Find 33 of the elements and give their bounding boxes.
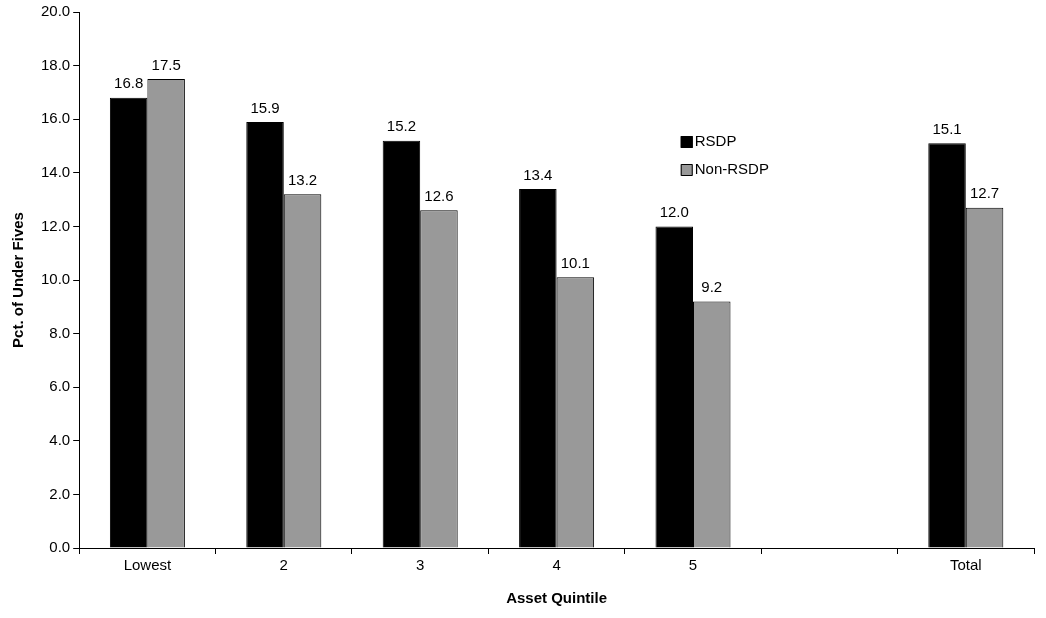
x-tick-label: Total [949, 556, 982, 574]
data-label: 12.0 [659, 203, 689, 221]
data-label: 9.2 [701, 278, 723, 296]
x-tick-label: 4 [552, 556, 561, 574]
data-label: 15.9 [250, 98, 280, 116]
y-tick-label: 6.0 [49, 377, 71, 395]
y-tick-label: 2.0 [49, 484, 71, 502]
y-tick-label: 4.0 [49, 430, 71, 448]
x-axis-title: Asset Quintile [506, 589, 608, 607]
x-tick-label: Lowest [123, 556, 172, 574]
data-label: 12.6 [424, 186, 454, 204]
data-label: 13.2 [287, 170, 318, 188]
y-tick-label: 20.0 [40, 2, 71, 20]
y-tick-label: 16.0 [40, 109, 71, 127]
x-tick-label: 2 [279, 556, 288, 574]
legend-label: Non-RSDP [694, 160, 769, 178]
data-label: 17.5 [151, 55, 181, 73]
legend-label: RSDP [694, 132, 737, 150]
x-tick-label: 5 [688, 556, 698, 574]
data-label: 15.2 [386, 117, 417, 135]
y-tick-label: 12.0 [40, 216, 71, 234]
y-tick-label: 18.0 [40, 55, 71, 73]
x-tick-label: 3 [416, 556, 425, 574]
y-tick-label: 8.0 [49, 323, 71, 341]
data-label: 12.7 [969, 184, 1000, 202]
y-tick-label: 10.0 [40, 270, 71, 288]
data-label: 15.1 [932, 119, 962, 137]
y-axis-title: Pct. of Under Fives [9, 212, 27, 348]
data-label: 16.8 [114, 74, 144, 92]
data-label: 13.4 [523, 165, 553, 183]
data-label: 10.1 [560, 253, 590, 271]
y-tick-label: 0.0 [49, 538, 71, 556]
y-tick-label: 14.0 [40, 162, 71, 180]
